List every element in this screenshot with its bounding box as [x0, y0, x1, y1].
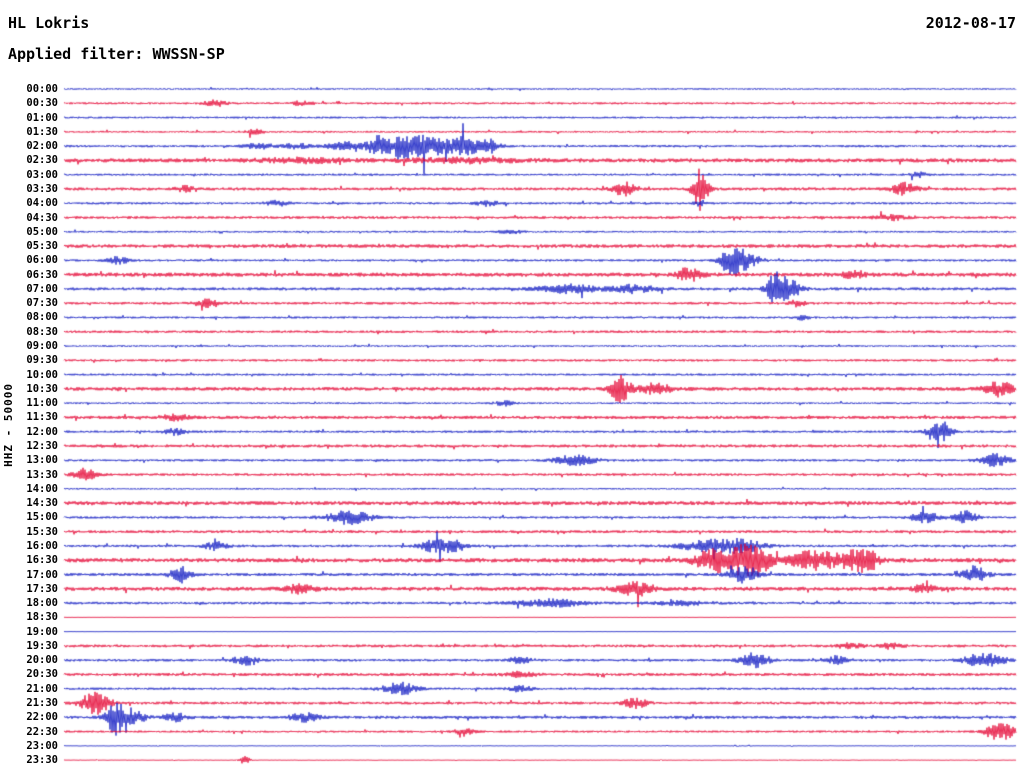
time-label: 14:00 [26, 482, 58, 495]
time-label: 05:30 [26, 240, 58, 253]
time-label: 19:00 [26, 625, 58, 638]
plot-date: 2012-08-17 [925, 14, 1016, 32]
time-label: 18:30 [26, 611, 58, 624]
time-label: 10:00 [26, 368, 58, 381]
time-label: 08:00 [26, 311, 58, 324]
time-label: 17:30 [26, 582, 58, 595]
time-label: 12:30 [26, 440, 58, 452]
time-label: 12:00 [26, 425, 58, 438]
time-label: 18:00 [26, 597, 58, 610]
time-label: 00:30 [26, 97, 58, 110]
time-label: 06:00 [26, 254, 58, 267]
time-label: 14:30 [26, 497, 58, 510]
time-label: 11:00 [26, 397, 58, 410]
applied-filter-label: Applied filter: WWSSN-SP [8, 45, 225, 63]
time-label: 21:30 [26, 697, 58, 710]
time-label: 21:00 [26, 682, 58, 695]
time-label: 15:30 [26, 525, 58, 538]
time-label: 23:30 [26, 754, 58, 767]
time-label: 22:00 [26, 711, 58, 724]
time-label: 01:00 [26, 111, 58, 124]
time-label: 13:00 [26, 454, 58, 467]
time-label: 08:30 [26, 325, 58, 338]
time-label: 15:00 [26, 511, 58, 524]
time-label: 07:30 [26, 297, 58, 310]
time-label: 05:00 [26, 225, 58, 238]
time-label: 03:00 [26, 168, 58, 181]
time-label: 19:30 [26, 639, 58, 652]
time-label: 16:30 [26, 554, 58, 567]
time-label: 07:00 [26, 282, 58, 295]
time-label: 06:30 [26, 268, 58, 281]
time-label: 11:30 [26, 411, 58, 424]
time-label: 04:30 [26, 211, 58, 224]
time-label: 04:00 [26, 197, 58, 210]
time-label: 13:30 [26, 468, 58, 481]
time-label: 02:00 [26, 140, 58, 153]
time-label: 03:30 [26, 182, 58, 195]
station-title: HL Lokris [8, 14, 90, 32]
time-label: 09:30 [26, 354, 58, 367]
time-label: 00:00 [26, 83, 58, 95]
time-label: 02:30 [26, 154, 58, 167]
time-label: 16:00 [26, 539, 58, 552]
time-label: 20:00 [26, 654, 58, 667]
time-label: 01:30 [26, 125, 58, 138]
time-label: 23:00 [26, 739, 58, 752]
time-label: 22:30 [26, 725, 58, 738]
time-label: 17:00 [26, 568, 58, 581]
time-label-column: 00:00 00:30 01:00 01:30 02:00 02:30 03:00 03:30… [0, 0, 60, 780]
time-label: 10:30 [26, 382, 58, 395]
time-label: 20:30 [26, 668, 58, 681]
time-label: 09:00 [26, 340, 58, 353]
